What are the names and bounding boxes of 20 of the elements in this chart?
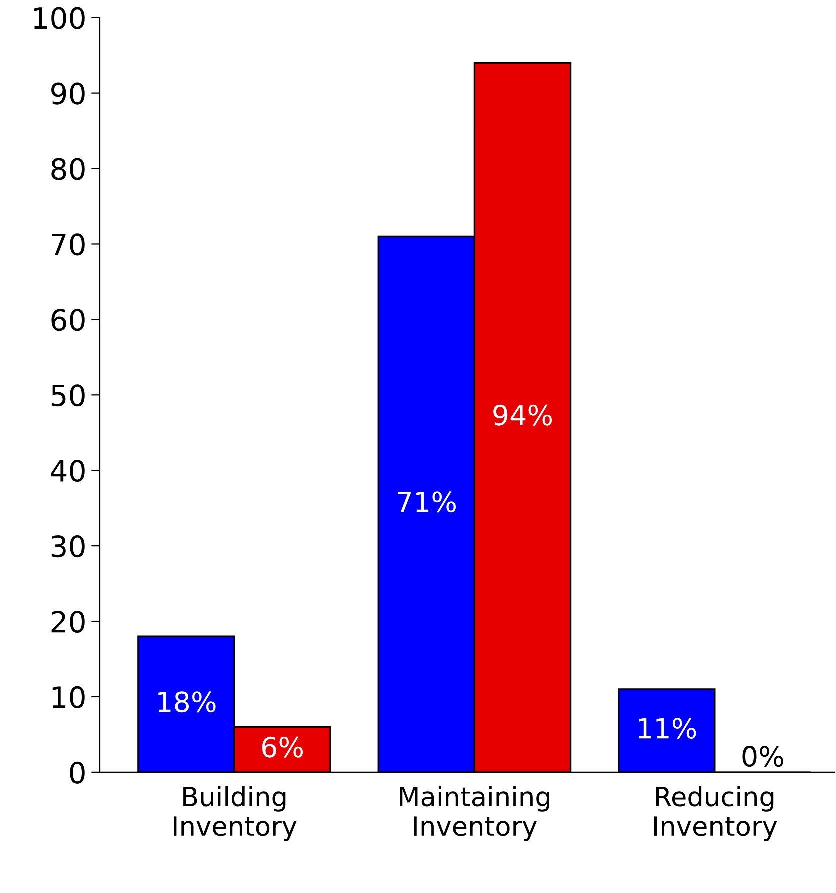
data-label: 0% [742, 746, 784, 768]
data-label: 94% [494, 404, 552, 426]
x-tick-label: Maintaining Inventory [400, 786, 550, 842]
data-label: 18% [158, 692, 216, 713]
data-label: 71% [398, 492, 456, 513]
y-tick-label: 0 [70, 762, 85, 784]
y-tick-label: 80 [52, 158, 85, 180]
y-tick-label: 30 [52, 536, 85, 558]
x-tick-label: Reducing Inventory [654, 786, 778, 842]
y-tick-label: 90 [52, 82, 85, 105]
y-tick-label: 50 [52, 384, 85, 407]
y-tick-label: 10 [52, 686, 85, 708]
y-tick-label: 100 [34, 7, 85, 30]
data-label: 11% [639, 718, 696, 740]
data-label: 6% [262, 736, 304, 758]
y-tick-label: 70 [52, 234, 85, 256]
y-tick-label: 20 [52, 610, 85, 634]
x-tick-label: Building Inventory [174, 786, 297, 842]
y-tick-label: 60 [52, 309, 85, 332]
y-tick-label: 40 [51, 460, 85, 482]
